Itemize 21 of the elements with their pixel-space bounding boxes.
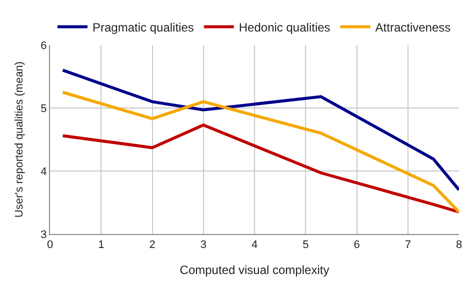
y-tick-label: 3 [40, 228, 47, 241]
x-tick-label: 7 [404, 239, 411, 252]
legend-label: Attractiveness [375, 20, 451, 34]
x-tick-label: 3 [200, 239, 206, 252]
line-series [61, 90, 459, 214]
y-axis-title: User's reported qualities (mean) [13, 61, 26, 218]
y-tick-label: 6 [40, 40, 47, 52]
legend-label: Hedonic qualities [238, 20, 330, 34]
x-tick-label: 5 [302, 239, 309, 252]
line-series [61, 124, 459, 214]
y-tick-label: 5 [40, 102, 47, 115]
x-tick-label: 4 [251, 239, 258, 252]
x-tick-label: 2 [149, 239, 156, 252]
line-series [61, 68, 459, 192]
x-tick-label: 6 [354, 239, 360, 252]
x-axis-title: Computed visual complexity [180, 263, 330, 278]
x-tick-label: 1 [98, 239, 104, 252]
x-tick-label: 0 [46, 239, 54, 252]
x-tick-label: 8 [456, 239, 462, 252]
y-tick-label: 4 [40, 166, 47, 178]
legend-label: Pragmatic qualities [92, 20, 194, 34]
